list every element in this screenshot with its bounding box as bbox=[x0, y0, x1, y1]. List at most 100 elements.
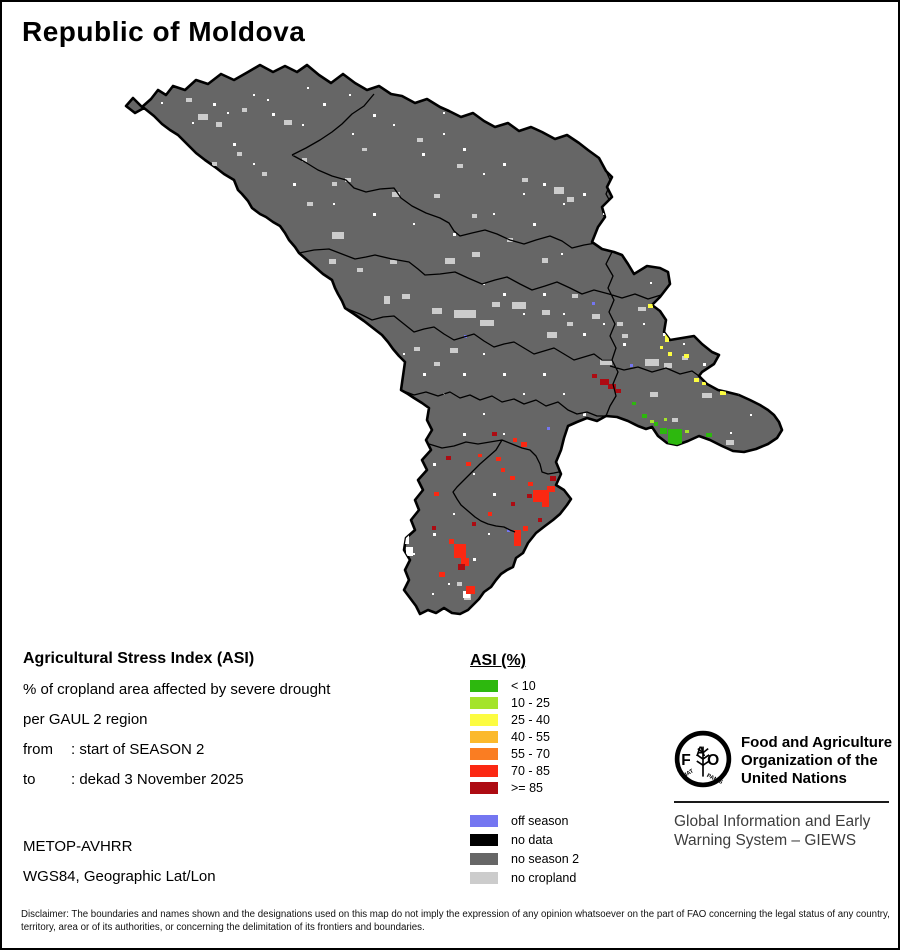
map-pixel-asi-70-85 bbox=[542, 502, 549, 507]
map-pixel-asi-70-85 bbox=[510, 476, 515, 480]
map-pixel-no-cropland bbox=[284, 120, 292, 125]
map-pixel-asi-10-25 bbox=[685, 430, 689, 433]
map-pixel-speckles bbox=[663, 333, 666, 336]
map-pixel-speckles bbox=[307, 87, 309, 89]
legend-swatch bbox=[470, 696, 498, 709]
map-pixel-speckles bbox=[650, 282, 652, 284]
map-pixel-no-cropland bbox=[186, 98, 192, 102]
map-pixel-no-cropland bbox=[664, 363, 672, 368]
map-pixel-speckles bbox=[272, 113, 275, 116]
legend-row: no cropland bbox=[470, 868, 579, 887]
map-pixel-asi-lt-10 bbox=[706, 433, 712, 437]
map-pixel-asi-lt-10 bbox=[694, 446, 698, 449]
map-pixel-speckles bbox=[643, 323, 645, 325]
map-pixel-speckles bbox=[302, 124, 304, 126]
legend-swatch bbox=[470, 852, 498, 865]
legend-status: off season no data no season 2 no cropland bbox=[470, 811, 579, 887]
fao-org-line2: Organization of the bbox=[741, 752, 878, 769]
legend-row: 40 - 55 bbox=[470, 728, 579, 745]
map-pixel-asi-70-85 bbox=[488, 512, 492, 516]
map-pixel-no-cropland bbox=[492, 302, 500, 307]
map-pixel-speckles bbox=[293, 183, 296, 186]
map-pixel-speckles bbox=[503, 433, 505, 435]
map-pixel-asi-25-40 bbox=[660, 346, 663, 349]
map-pixel-speckles bbox=[349, 94, 351, 96]
legend-label: < 10 bbox=[511, 678, 536, 693]
map-pixel-speckles bbox=[463, 373, 466, 376]
legend-row: 25 - 40 bbox=[470, 711, 579, 728]
fao-separator bbox=[674, 801, 889, 803]
map-pixel-no-cropland bbox=[592, 314, 600, 319]
fao-logo: F A O FIAT PANIS bbox=[674, 730, 732, 788]
map-pixel-no-cropland bbox=[638, 307, 646, 311]
map-pixel-no-cropland bbox=[542, 258, 548, 263]
map-pixel-no-cropland bbox=[542, 310, 550, 315]
map-pixel-asi-70-85 bbox=[439, 572, 445, 577]
map-pixel-speckles bbox=[723, 353, 725, 355]
map-pixel-no-cropland bbox=[472, 214, 477, 218]
map-pixel-no-cropland bbox=[567, 322, 573, 326]
legend-label: off season bbox=[511, 813, 569, 828]
map-pixel-speckles bbox=[523, 393, 525, 395]
info-block: Agricultural Stress Index (ASI) % of cro… bbox=[23, 650, 330, 801]
map-pixel-no-cropland bbox=[572, 294, 578, 298]
map-pixel-no-cropland bbox=[414, 347, 420, 351]
fao-org-line1: Food and Agriculture bbox=[741, 734, 893, 751]
to-label: to bbox=[23, 771, 36, 788]
period-to: to : dekad 3 November 2025 bbox=[23, 771, 330, 789]
map-pixel-speckles bbox=[227, 112, 229, 114]
map-pixel-speckles bbox=[213, 103, 216, 106]
map-pixel-white-gaps bbox=[406, 547, 413, 556]
map-pixel-asi-25-40 bbox=[694, 378, 699, 382]
map-pixel-asi-70-85 bbox=[528, 482, 533, 486]
map-pixel-speckles bbox=[423, 373, 426, 376]
legend-row: < 10 bbox=[470, 677, 579, 694]
map-pixel-speckles bbox=[253, 94, 255, 96]
map-pixel-no-cropland bbox=[357, 268, 363, 272]
map-pixel-off-season bbox=[630, 364, 633, 367]
map-pixel-asi-lt-10 bbox=[654, 422, 658, 426]
map-pixel-asi-70-85 bbox=[501, 468, 505, 472]
map-pixel-no-cropland bbox=[645, 359, 659, 366]
map-pixel-no-cropland bbox=[457, 582, 462, 586]
asi-desc-line2: per GAUL 2 region bbox=[23, 711, 148, 728]
map-pixel-speckles bbox=[710, 343, 712, 345]
legend-label: no cropland bbox=[511, 870, 577, 885]
map-pixel-asi-25-40 bbox=[724, 376, 728, 379]
map-pixel-asi-ge-85 bbox=[592, 374, 597, 378]
map-pixel-speckles bbox=[623, 343, 626, 346]
map-pixel-asi-25-40 bbox=[684, 354, 689, 358]
map-pixel-speckles bbox=[413, 223, 415, 225]
map-pixel-asi-70-85 bbox=[521, 442, 527, 447]
map-pixel-asi-ge-85 bbox=[432, 526, 436, 530]
map-pixel-speckles bbox=[483, 413, 485, 415]
map-pixel-speckles bbox=[483, 353, 485, 355]
to-value: : dekad 3 November 2025 bbox=[71, 771, 244, 788]
map-pixel-asi-ge-85 bbox=[538, 518, 542, 522]
map-pixel-no-cropland bbox=[702, 445, 714, 451]
legend-label: no data bbox=[511, 832, 553, 847]
legend-row: no season 2 bbox=[470, 849, 579, 868]
asi-heading: Agricultural Stress Index (ASI) bbox=[23, 650, 255, 667]
map-pixel-speckles bbox=[432, 593, 434, 595]
map-pixel-no-cropland bbox=[622, 334, 628, 338]
map-pixel-speckles bbox=[161, 102, 163, 104]
fao-motto-fiat: FIAT bbox=[681, 768, 695, 780]
map-pixel-speckles bbox=[433, 463, 436, 466]
map-pixel-asi-lt-10 bbox=[660, 428, 667, 434]
map-pixel-no-cropland bbox=[262, 172, 267, 176]
asi-legend: ASI (%) < 10 10 - 25 25 - 40 40 - 55 55 - 70… bbox=[470, 652, 579, 887]
map-pixel-no-cropland bbox=[198, 114, 208, 120]
map-pixel-asi-lt-10 bbox=[632, 402, 636, 405]
map-pixel-asi-70-85 bbox=[533, 490, 549, 502]
legend-swatch bbox=[470, 781, 498, 794]
map-pixel-asi-25-40 bbox=[716, 368, 723, 373]
map-pixel-asi-25-40 bbox=[720, 391, 726, 395]
map-pixel-no-cropland bbox=[602, 144, 607, 148]
map-pixel-white-gaps bbox=[463, 591, 470, 598]
map-pixel-off-season bbox=[507, 529, 510, 532]
legend-title: ASI (%) bbox=[470, 652, 526, 669]
map-pixel-no-cropland bbox=[457, 164, 463, 168]
map-pixel-no-cropland bbox=[512, 302, 526, 309]
map-pixel-speckles bbox=[603, 213, 605, 215]
